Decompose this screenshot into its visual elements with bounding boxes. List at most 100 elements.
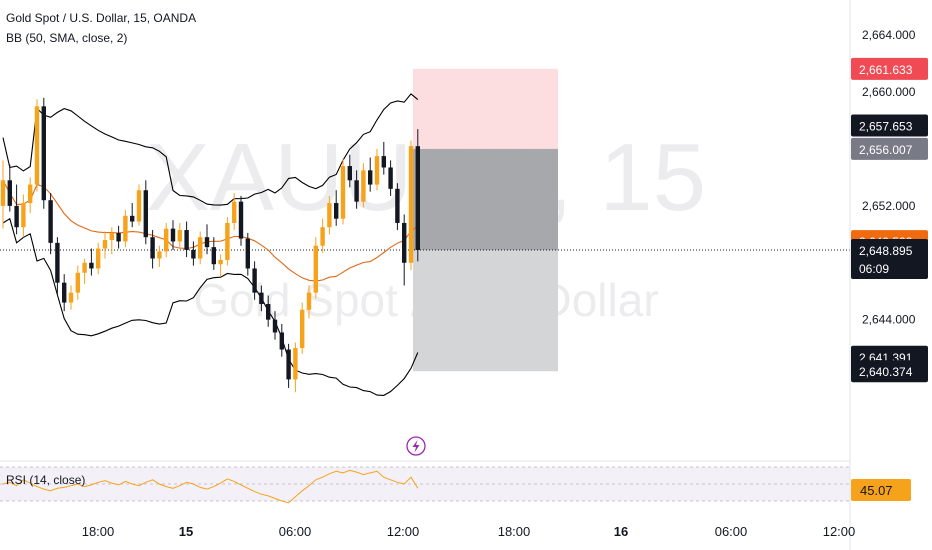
- candle[interactable]: [415, 129, 420, 262]
- candle[interactable]: [327, 195, 332, 235]
- candle[interactable]: [368, 157, 373, 192]
- candle[interactable]: [300, 302, 305, 354]
- candle-body: [7, 180, 12, 206]
- candle[interactable]: [374, 149, 380, 191]
- time-tick-label: 12:00: [823, 524, 856, 539]
- candle[interactable]: [184, 221, 189, 258]
- rsi-legend[interactable]: RSI (14, close): [6, 473, 86, 487]
- candle[interactable]: [211, 237, 216, 270]
- candle[interactable]: [320, 218, 325, 253]
- candle[interactable]: [130, 203, 135, 228]
- candle-body: [225, 222, 230, 260]
- candle[interactable]: [123, 210, 128, 248]
- bb-legend[interactable]: BB (50, SMA, close, 2): [6, 31, 128, 45]
- candle-body: [89, 262, 94, 269]
- candle[interactable]: [96, 242, 101, 275]
- candle[interactable]: [306, 285, 312, 319]
- rsi-value-label: 45.07: [860, 483, 893, 498]
- candle[interactable]: [381, 141, 386, 175]
- candle[interactable]: [177, 222, 182, 248]
- candle[interactable]: [232, 193, 237, 231]
- price-badge-label: 2,656.007: [859, 143, 913, 157]
- rsi-pane[interactable]: [0, 466, 850, 504]
- candle[interactable]: [157, 245, 162, 268]
- candle[interactable]: [109, 227, 114, 255]
- stop-loss-zone[interactable]: [413, 68, 558, 149]
- candle-body: [198, 237, 203, 259]
- candle[interactable]: [68, 285, 74, 310]
- rsi-value-badge: 45.07: [851, 479, 911, 501]
- candle[interactable]: [0, 160, 6, 229]
- time-tick-label: 16: [614, 524, 628, 539]
- candle[interactable]: [170, 220, 176, 250]
- candle[interactable]: [198, 231, 203, 265]
- candle[interactable]: [259, 285, 264, 312]
- candle[interactable]: [28, 177, 33, 213]
- candle[interactable]: [272, 311, 278, 340]
- candle[interactable]: [354, 170, 359, 209]
- candle[interactable]: [388, 160, 393, 196]
- price-badge-bg: [851, 239, 928, 280]
- price-badge-label: 2,657.653: [859, 119, 913, 133]
- candle[interactable]: [252, 261, 257, 300]
- candle-body: [204, 237, 210, 248]
- candle[interactable]: [279, 323, 284, 357]
- time-tick-label: 06:00: [715, 524, 748, 539]
- candle[interactable]: [245, 232, 250, 276]
- candle[interactable]: [136, 184, 142, 226]
- profit-zone[interactable]: [413, 250, 558, 372]
- candle[interactable]: [191, 241, 196, 266]
- candle[interactable]: [82, 258, 87, 285]
- candle[interactable]: [89, 248, 94, 276]
- price-axis[interactable]: 2,664.000 2,660.000 2,652.000 2,644.000: [862, 28, 916, 326]
- candle-body: [68, 292, 74, 303]
- candle-body: [368, 170, 373, 185]
- candle[interactable]: [340, 158, 346, 225]
- candle[interactable]: [75, 265, 80, 300]
- candle[interactable]: [347, 154, 352, 188]
- symbol-legend[interactable]: Gold Spot / U.S. Dollar, 15, OANDA: [6, 11, 197, 25]
- candle[interactable]: [116, 225, 121, 249]
- profit-zone-reached[interactable]: [413, 148, 558, 251]
- candle[interactable]: [218, 254, 223, 277]
- candle[interactable]: [150, 230, 155, 269]
- candle-body: [14, 205, 19, 228]
- candle[interactable]: [34, 99, 40, 192]
- time-axis[interactable]: 18:00 15 06:00 12:00 18:00 16 06:00 12:00: [82, 524, 856, 539]
- candle[interactable]: [334, 190, 339, 226]
- candle[interactable]: [21, 194, 26, 238]
- candle[interactable]: [7, 164, 12, 212]
- candle-body: [286, 349, 291, 380]
- candle[interactable]: [48, 193, 53, 255]
- rsi-line: [2, 469, 419, 504]
- price-badge: 2,657.653: [851, 114, 928, 137]
- candle[interactable]: [41, 97, 46, 209]
- candle-body: [191, 249, 196, 259]
- candle[interactable]: [143, 180, 148, 245]
- price-badge-bg: [851, 114, 928, 137]
- alert-lightning-icon[interactable]: [406, 436, 426, 456]
- candle[interactable]: [293, 342, 298, 393]
- candle[interactable]: [225, 217, 230, 266]
- price-tick-label: 2,652.000: [862, 199, 916, 213]
- candle[interactable]: [286, 343, 291, 388]
- candle[interactable]: [164, 222, 169, 258]
- candle[interactable]: [102, 231, 108, 259]
- candle[interactable]: [402, 214, 407, 286]
- candle[interactable]: [55, 237, 60, 295]
- candle[interactable]: [408, 140, 414, 270]
- candle[interactable]: [361, 163, 366, 208]
- candle-body: [279, 332, 284, 350]
- candle[interactable]: [395, 183, 400, 231]
- candle[interactable]: [204, 224, 210, 255]
- candle-body: [340, 166, 346, 219]
- candle-body: [327, 203, 332, 228]
- candle-body: [306, 292, 312, 310]
- candle[interactable]: [62, 274, 67, 312]
- candle[interactable]: [238, 195, 244, 246]
- candle[interactable]: [266, 295, 271, 327]
- candle[interactable]: [313, 237, 318, 299]
- candle[interactable]: [14, 184, 19, 235]
- price-badge-bg: [851, 360, 928, 383]
